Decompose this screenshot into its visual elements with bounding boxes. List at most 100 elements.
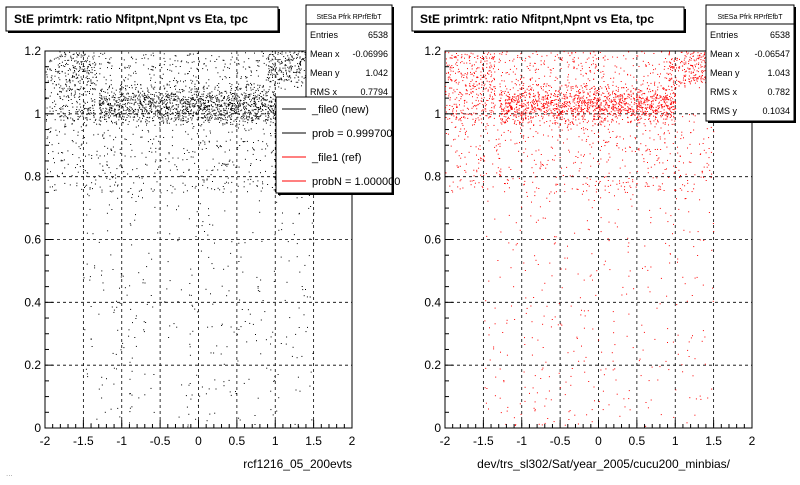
scatter-point <box>250 184 251 185</box>
scatter-point <box>155 82 156 83</box>
scatter-point <box>54 88 55 89</box>
scatter-point <box>210 98 211 99</box>
scatter-point <box>491 76 492 77</box>
scatter-point <box>283 68 284 69</box>
scatter-point <box>255 118 256 119</box>
scatter-point <box>191 92 192 93</box>
scatter-point <box>608 100 609 101</box>
scatter-point <box>122 106 123 107</box>
scatter-point <box>93 134 94 135</box>
scatter-point <box>299 58 300 59</box>
x-tick-label: 0.5 <box>229 434 246 448</box>
scatter-point <box>231 241 232 242</box>
scatter-point <box>555 90 556 91</box>
scatter-point <box>620 112 621 113</box>
scatter-point <box>72 77 73 78</box>
scatter-point <box>668 108 669 109</box>
scatter-point <box>51 70 52 71</box>
scatter-point <box>558 109 559 110</box>
scatter-point <box>99 120 100 121</box>
scatter-point <box>84 329 85 330</box>
scatter-point <box>79 53 80 54</box>
scatter-point <box>640 118 641 119</box>
scatter-point <box>306 331 307 332</box>
scatter-point <box>259 109 260 110</box>
scatter-point <box>128 336 129 337</box>
scatter-point <box>507 118 508 119</box>
scatter-point <box>641 94 642 95</box>
scatter-point <box>622 97 623 98</box>
scatter-point <box>286 344 287 345</box>
scatter-point <box>87 76 88 77</box>
scatter-point <box>59 56 60 57</box>
scatter-point <box>64 183 65 184</box>
scatter-point <box>222 163 223 164</box>
scatter-point <box>636 110 637 111</box>
scatter-point <box>196 77 197 78</box>
scatter-point <box>197 105 198 106</box>
scatter-point <box>242 118 243 119</box>
scatter-point <box>206 97 207 98</box>
scatter-point <box>621 105 622 106</box>
scatter-point <box>76 53 77 54</box>
scatter-point <box>675 95 676 96</box>
scatter-point <box>154 105 155 106</box>
scatter-point <box>79 117 80 118</box>
scatter-point <box>508 97 509 98</box>
scatter-point <box>583 121 584 122</box>
scatter-point <box>295 334 296 335</box>
scatter-point <box>90 119 91 120</box>
scatter-point <box>215 96 216 97</box>
scatter-point <box>50 187 51 188</box>
scatter-point <box>450 77 451 78</box>
scatter-point <box>168 109 169 110</box>
scatter-point <box>308 208 309 209</box>
scatter-point <box>117 104 118 105</box>
scatter-point <box>611 100 612 101</box>
scatter-point <box>65 124 66 125</box>
scatter-point <box>665 103 666 104</box>
scatter-point <box>564 106 565 107</box>
scatter-point <box>144 321 145 322</box>
scatter-point <box>538 115 539 116</box>
scatter-point <box>93 115 94 116</box>
scatter-point <box>273 99 274 100</box>
scatter-point <box>199 61 200 62</box>
scatter-point <box>613 104 614 105</box>
scatter-point <box>640 116 641 117</box>
scatter-point <box>177 111 178 112</box>
scatter-point <box>581 108 582 109</box>
x-tick-label: 1 <box>272 434 279 448</box>
scatter-point <box>83 105 84 106</box>
scatter-point <box>85 156 86 157</box>
scatter-point <box>196 88 197 89</box>
scatter-point <box>157 113 158 114</box>
scatter-point <box>311 419 312 420</box>
scatter-point <box>176 209 177 210</box>
scatter-point <box>187 107 188 108</box>
scatter-point <box>237 95 238 96</box>
scatter-point <box>59 87 60 88</box>
scatter-point <box>119 112 120 113</box>
scatter-point <box>51 77 52 78</box>
scatter-point <box>245 96 246 97</box>
scatter-point <box>273 110 274 111</box>
scatter-point <box>123 93 124 94</box>
scatter-point <box>262 149 263 150</box>
scatter-point <box>259 200 260 201</box>
scatter-point <box>137 103 138 104</box>
x-tick-label: -1 <box>116 434 127 448</box>
scatter-point <box>202 179 203 180</box>
scatter-point <box>203 117 204 118</box>
scatter-point <box>266 58 267 59</box>
scatter-point <box>220 76 221 77</box>
scatter-point <box>60 85 61 86</box>
scatter-point <box>253 95 254 96</box>
scatter-point <box>285 300 286 301</box>
scatter-point <box>663 123 664 124</box>
scatter-point <box>181 99 182 100</box>
scatter-point <box>489 71 490 72</box>
scatter-point <box>136 168 137 169</box>
scatter-point <box>250 112 251 113</box>
scatter-point <box>279 79 280 80</box>
